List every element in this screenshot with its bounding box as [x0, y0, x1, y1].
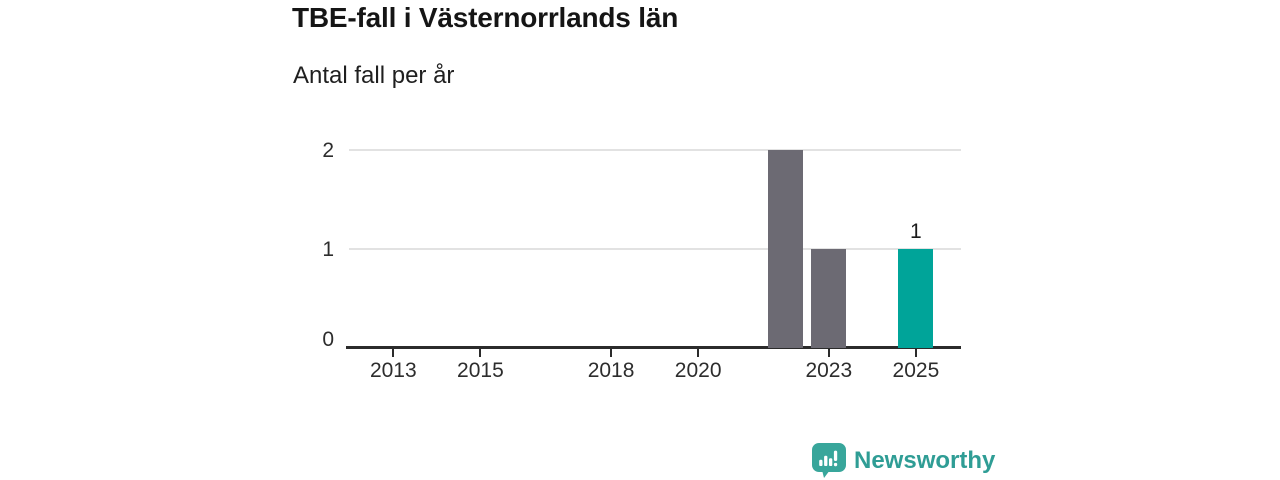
x-axis-line [346, 345, 961, 349]
x-tick-label: 2023 [805, 359, 853, 382]
x-tick-label: 2020 [674, 359, 722, 382]
x-tick-2018 [610, 348, 613, 357]
gridline-y1 [349, 247, 961, 250]
y-tick-label: 0 [322, 328, 334, 351]
gridline-y2 [349, 149, 961, 151]
bar-2023 [811, 248, 847, 348]
x-tick-2023 [827, 348, 830, 357]
y-tick-label: 2 [322, 139, 334, 162]
x-tick-2013 [392, 348, 395, 357]
x-tick-label: 2015 [457, 359, 504, 382]
chart-subtitle: Antal fall per år [293, 62, 455, 89]
x-tick-label: 2013 [369, 359, 417, 382]
brand: Newsworthy [812, 443, 995, 478]
x-tick-2015 [479, 348, 482, 357]
bar-2022 [767, 150, 803, 348]
y-tick-label: 1 [322, 237, 334, 261]
newsworthy-logo-icon [812, 443, 846, 478]
x-tick-2025 [914, 348, 917, 357]
x-tick-label: 2018 [587, 359, 635, 382]
brand-name: Newsworthy [854, 447, 996, 474]
x-tick-label: 2025 [892, 359, 940, 382]
x-tick-2020 [697, 348, 700, 357]
bar-value-label-2025: 1 [910, 219, 922, 243]
chart-title: TBE-fall i Västernorrlands län [292, 2, 679, 33]
bar-2025 [898, 248, 934, 348]
